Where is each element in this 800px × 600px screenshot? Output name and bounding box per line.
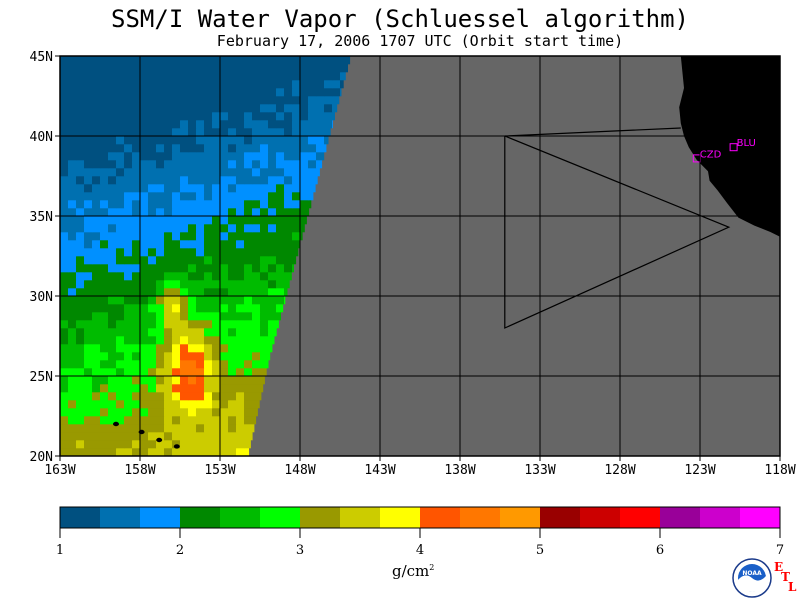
lat-lon-grid — [55, 55, 781, 461]
colorbar-tick-label: 3 — [296, 543, 304, 558]
colorbar-tick-label: 1 — [56, 543, 64, 558]
colorbar-swatch — [660, 507, 701, 528]
colorbar-tick-label: 7 — [776, 543, 784, 558]
lat-tick-label: 20N — [30, 450, 53, 465]
colorbar-swatch — [140, 507, 181, 528]
colorbar-swatch — [620, 507, 661, 528]
colorbar-tick-label: 6 — [656, 543, 664, 558]
domain-outline — [504, 127, 731, 329]
station-label-blu: BLU — [737, 138, 756, 149]
colorbar-swatch — [260, 507, 301, 528]
lat-tick-label: 30N — [30, 290, 53, 305]
lat-tick-label: 40N — [30, 130, 53, 145]
lon-tick-label: 133W — [524, 463, 555, 478]
colorbar-swatch — [540, 507, 581, 528]
colorbar-swatch — [740, 507, 781, 528]
colorbar-tick-label: 5 — [536, 543, 544, 558]
water-vapor-swath — [60, 56, 351, 457]
colorbar-tick-label: 2 — [176, 543, 184, 558]
lat-tick-label: 45N — [30, 50, 53, 65]
colorbar: 1 2 3 4 5 6 7 — [56, 506, 784, 558]
colorbar-tick-label: 4 — [416, 543, 424, 558]
noaa-logo-icon: NOAA — [732, 558, 772, 598]
map-frame — [59, 55, 781, 457]
colorbar-swatch — [300, 507, 341, 528]
colorbar-swatch — [100, 507, 141, 528]
colorbar-swatch — [220, 507, 261, 528]
plot-area: CZD BLU — [60, 56, 780, 457]
chart-subtitle: February 17, 2006 1707 UTC (Orbit start … — [216, 32, 624, 50]
lon-tick-label: 158W — [124, 463, 155, 478]
etl-logo: E T L — [774, 560, 797, 594]
island — [156, 437, 163, 443]
chart-title: SSM/I Water Vapor (Schluessel algorithm) — [111, 5, 689, 33]
lat-tick-label: 25N — [30, 370, 53, 385]
lon-tick-label: 138W — [444, 463, 475, 478]
noaa-logo-text: NOAA — [742, 570, 762, 577]
axis-labels: 163W 158W 153W 148W 143W 138W 133W 128W 123W 118W… — [30, 50, 796, 478]
lon-tick-label: 148W — [284, 463, 315, 478]
colorbar-swatch — [180, 507, 221, 528]
lat-tick-label: 35N — [30, 210, 53, 225]
station-marker-blu — [729, 143, 738, 152]
colorbar-units: g/cm2 — [392, 562, 435, 580]
colorbar-swatch — [460, 507, 501, 528]
station-label-czd: CZD — [700, 149, 722, 160]
colorbar-swatch — [580, 507, 621, 528]
colorbar-swatch — [380, 507, 421, 528]
lon-tick-label: 163W — [44, 463, 75, 478]
colorbar-swatch — [340, 507, 381, 528]
lon-tick-label: 128W — [604, 463, 635, 478]
lon-tick-label: 123W — [684, 463, 715, 478]
colorbar-swatch — [60, 507, 101, 528]
lon-tick-label: 118W — [764, 463, 795, 478]
colorbar-swatch — [700, 507, 741, 528]
lon-tick-label: 143W — [364, 463, 395, 478]
island — [173, 444, 180, 449]
colorbar-swatch — [500, 507, 541, 528]
island — [113, 421, 119, 427]
colorbar-swatch — [420, 507, 461, 528]
lon-tick-label: 153W — [204, 463, 235, 478]
